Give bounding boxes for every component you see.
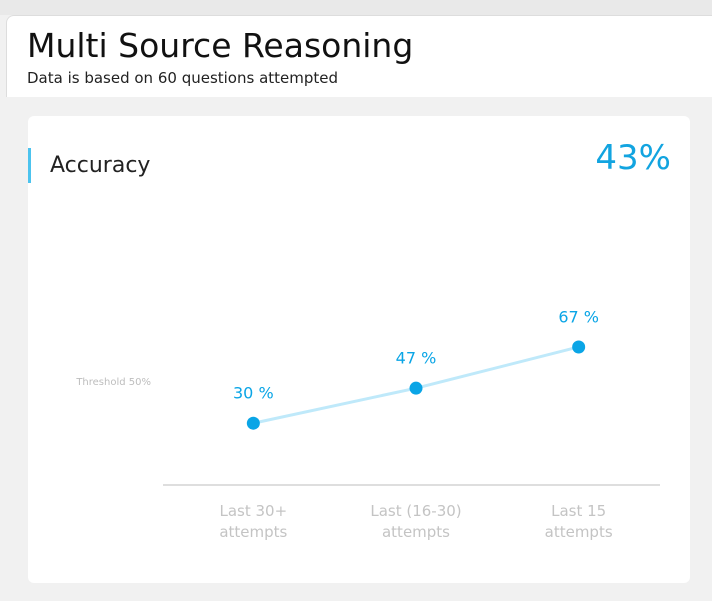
value-label: 47 % <box>396 349 437 368</box>
threshold-label: Threshold 50% <box>75 377 151 388</box>
value-label: 30 % <box>233 384 274 403</box>
top-strip <box>0 0 712 15</box>
x-tick-label: Last 15 attempts <box>544 502 613 541</box>
point <box>572 340 586 354</box>
page-title: Multi Source Reasoning <box>27 26 414 65</box>
value-label: 67 % <box>558 307 599 326</box>
card-label: Accuracy <box>28 148 150 183</box>
overall-value: 43% <box>595 138 671 178</box>
header: Multi Source Reasoning Data is based on … <box>6 15 712 97</box>
point <box>246 416 260 430</box>
page-subtitle: Data is based on 60 questions attempted <box>27 69 339 87</box>
x-tick-label: Last 30+ attempts <box>219 502 288 541</box>
point <box>409 381 423 395</box>
x-tick-label: Last (16-30) attempts <box>370 502 462 541</box>
